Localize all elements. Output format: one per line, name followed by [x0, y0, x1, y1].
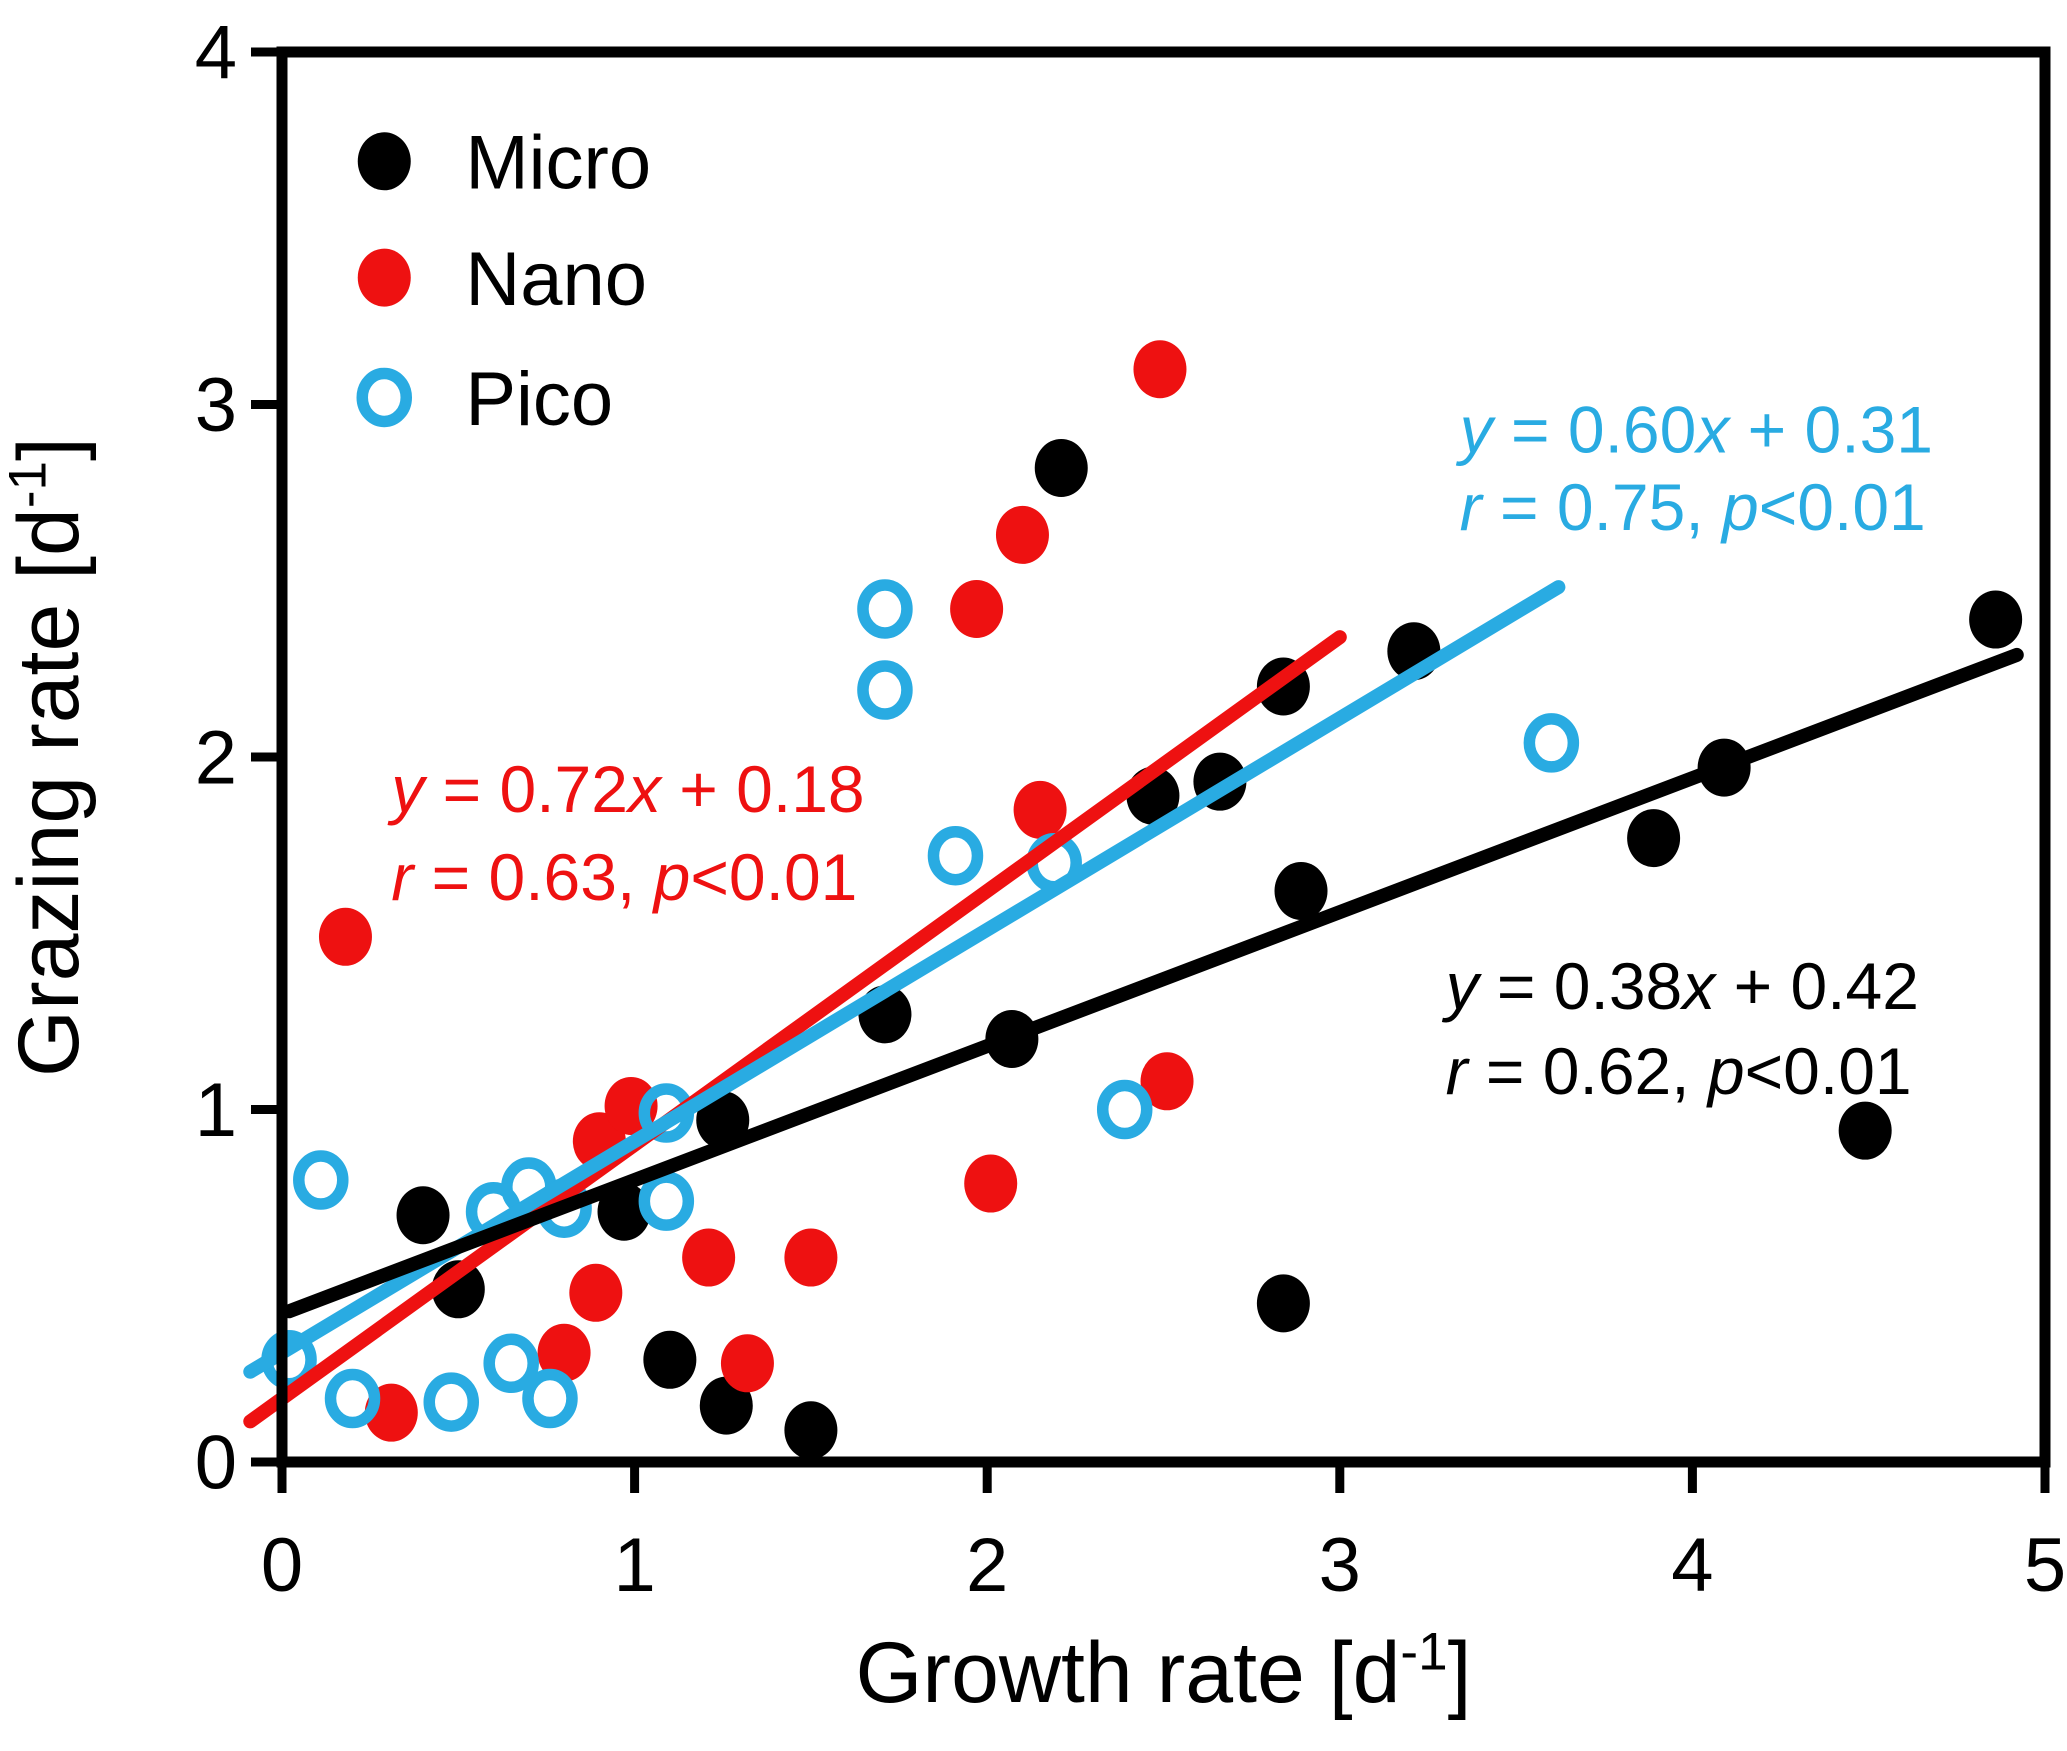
point-micro [1838, 1101, 1892, 1160]
point-pico [1523, 713, 1580, 773]
point-pico [293, 1150, 349, 1210]
fit-line-micro [282, 647, 2024, 1319]
legend-label-pico: Pico [465, 357, 613, 442]
fit-equation-nano-line1: y = 0.72x + 0.18 [387, 752, 864, 826]
point-nano [318, 907, 372, 966]
fit-equation-pico-line2: r = 0.75, p<0.01 [1460, 470, 1926, 544]
fit-equation-micro-line2: r = 0.62, p<0.01 [1446, 1034, 1912, 1108]
x-tick-label: 2 [966, 1523, 1008, 1608]
point-micro [396, 1186, 450, 1245]
point-micro [784, 1401, 838, 1460]
point-nano [950, 579, 1004, 638]
y-tick-label: 3 [195, 363, 237, 448]
point-micro [699, 1376, 753, 1435]
fit-equation-nano-line2: r = 0.63, p<0.01 [391, 840, 857, 914]
y-axis-label: Grazing rate [d-1] [0, 437, 97, 1077]
point-micro [643, 1330, 697, 1389]
point-nano [1133, 340, 1187, 399]
fit-equation-pico-line1: y = 0.60x + 0.31 [1456, 392, 1933, 466]
y-tick-label: 0 [195, 1421, 237, 1506]
point-pico [522, 1368, 578, 1429]
point-micro [1034, 438, 1088, 497]
point-micro [597, 1182, 651, 1241]
plot-frame [276, 46, 2051, 1468]
point-pico [1096, 1079, 1153, 1140]
point-pico [324, 1368, 381, 1429]
point-pico [423, 1372, 479, 1432]
y-tick-label: 1 [195, 1068, 237, 1153]
point-nano [1140, 1052, 1194, 1111]
point-pico [857, 660, 913, 720]
point-micro [1627, 809, 1681, 868]
point-nano [995, 505, 1049, 564]
point-micro [1256, 1274, 1310, 1333]
point-micro [1274, 861, 1328, 920]
x-tick-label: 5 [2024, 1523, 2066, 1608]
x-tick-label: 4 [1671, 1523, 1713, 1608]
point-nano [682, 1228, 736, 1287]
x-tick-label: 3 [1319, 1523, 1361, 1608]
x-axis-label: Growth rate [d-1] [856, 1622, 1472, 1721]
legend-label-nano: Nano [465, 237, 647, 322]
point-micro [1969, 590, 2023, 649]
fit-line-nano [243, 630, 1347, 1429]
point-pico [483, 1333, 539, 1394]
point-pico [927, 825, 984, 886]
point-pico [857, 579, 913, 639]
point-nano [784, 1228, 838, 1287]
legend-marker-pico [356, 367, 413, 428]
y-tick-label: 4 [195, 11, 237, 96]
legend-label-micro: Micro [465, 121, 651, 206]
fit-equation-micro-line1: y = 0.38x + 0.42 [1442, 949, 1919, 1023]
y-tick-label: 2 [195, 716, 237, 801]
legend-marker-micro [357, 132, 411, 191]
point-nano [720, 1334, 774, 1393]
point-nano [569, 1263, 623, 1322]
legend-marker-nano [357, 248, 411, 307]
x-tick-label: 0 [261, 1523, 303, 1608]
point-nano [1013, 780, 1067, 839]
point-nano [537, 1323, 591, 1382]
x-tick-label: 1 [613, 1523, 655, 1608]
point-pico [638, 1171, 695, 1231]
point-nano [964, 1154, 1018, 1213]
